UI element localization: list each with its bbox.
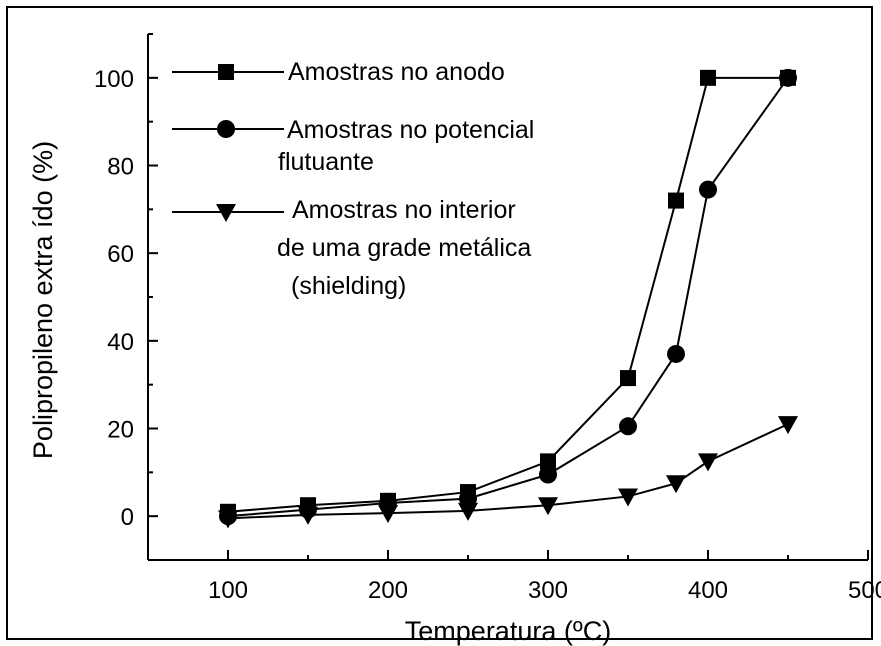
y-tick-label: 100 bbox=[94, 66, 134, 93]
triangle-down-marker bbox=[458, 502, 478, 521]
y-tick-label: 40 bbox=[107, 329, 134, 356]
figure-frame bbox=[6, 6, 873, 640]
triangle-down-marker bbox=[698, 453, 718, 472]
legend-square-marker bbox=[218, 64, 234, 80]
square-marker bbox=[668, 192, 684, 209]
triangle-down-marker bbox=[538, 497, 558, 516]
triangle-down-marker bbox=[298, 506, 318, 525]
triangle-down-marker bbox=[666, 475, 686, 494]
circle-marker bbox=[619, 417, 637, 436]
y-tick-label: 80 bbox=[107, 154, 134, 181]
y-tick-label: 20 bbox=[107, 417, 134, 444]
legend-item-3: Amostras no interior de uma grade metálic… bbox=[172, 196, 531, 300]
y-tick-label: 60 bbox=[107, 241, 134, 268]
legend-label: Amostras no interior bbox=[292, 196, 516, 224]
x-tick-label: 400 bbox=[688, 577, 728, 604]
legend-circle-marker bbox=[217, 120, 235, 138]
x-tick-label: 300 bbox=[528, 577, 568, 604]
circle-marker bbox=[699, 180, 717, 199]
legend-label: de uma grade metálica bbox=[277, 234, 531, 262]
legend-label: (shielding) bbox=[291, 272, 406, 300]
square-marker bbox=[700, 69, 716, 86]
circle-marker bbox=[667, 344, 685, 363]
square-marker bbox=[540, 453, 556, 470]
triangle-down-marker bbox=[378, 505, 398, 524]
x-tick-label: 500 bbox=[848, 577, 881, 604]
legend: Amostras no anodo Amostras no potencial fl… bbox=[172, 58, 534, 300]
series-3 bbox=[218, 416, 798, 529]
square-marker bbox=[620, 370, 636, 387]
y-tick-label: 0 bbox=[121, 504, 134, 531]
triangle-down-marker bbox=[218, 510, 238, 529]
x-tick-label: 200 bbox=[368, 577, 408, 604]
legend-label: flutuante bbox=[278, 148, 374, 176]
circle-marker bbox=[779, 68, 797, 87]
x-tick-label: 100 bbox=[208, 577, 248, 604]
series-layer bbox=[218, 68, 798, 529]
triangle-down-marker bbox=[778, 416, 798, 435]
legend-label: Amostras no anodo bbox=[288, 58, 505, 86]
triangle-down-marker bbox=[618, 488, 638, 507]
legend-label: Amostras no potencial bbox=[287, 116, 534, 144]
legend-item-2: Amostras no potencial flutuante bbox=[172, 116, 534, 176]
y-axis-label: Polipropileno extra ído (%) bbox=[28, 141, 58, 459]
axes: 100 200 300 400 500 0 20 40 60 80 100 bbox=[94, 33, 881, 604]
x-axis-label: Temperatura (ºC) bbox=[405, 616, 611, 646]
legend-item-1: Amostras no anodo bbox=[172, 58, 505, 86]
legend-triangle-down-marker bbox=[216, 204, 236, 222]
circle-marker bbox=[539, 465, 557, 484]
